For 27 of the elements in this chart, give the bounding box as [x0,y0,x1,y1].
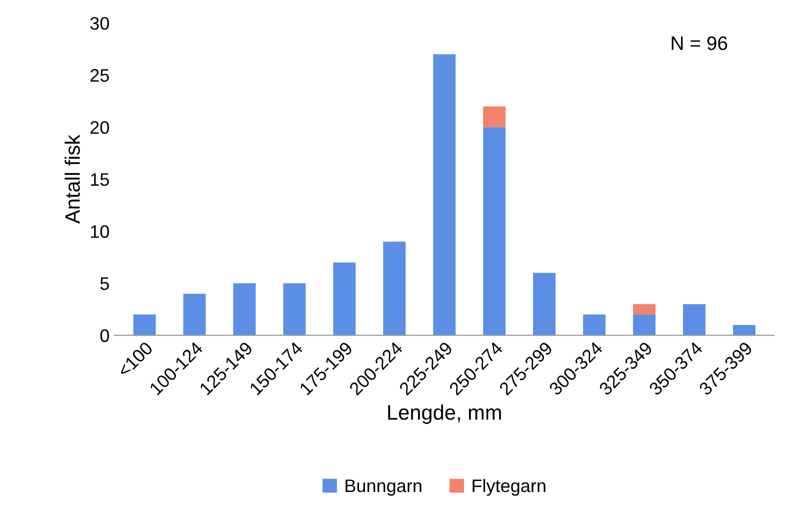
bar [732,324,756,336]
bar [283,283,306,336]
y-axis-title: Antall fisk [64,134,80,224]
bar [483,106,506,128]
legend-label: Flytegarn [472,478,546,496]
annotation: N = 96 [672,36,728,50]
bar [383,242,406,336]
y-tick-label: 5 [100,277,109,290]
y-tick-label: 10 [90,225,109,238]
bar [183,294,206,336]
bar [133,314,156,336]
y-tick-label: 0 [100,329,109,342]
y-tick-label: 25 [90,69,109,82]
bar [633,304,656,315]
bar [633,314,656,336]
y-tick-label: 30 [90,16,109,30]
bar [433,54,456,336]
bar [483,127,506,336]
bar [233,283,256,336]
legend-label: Bunngarn [346,480,422,496]
bar [583,314,606,336]
bar [533,272,556,336]
y-tick-label: 15 [90,173,109,186]
bar [683,304,706,336]
y-tick-label: 20 [90,121,109,134]
bar [333,262,356,336]
x-axis-title: Lengde, mm [388,404,501,424]
